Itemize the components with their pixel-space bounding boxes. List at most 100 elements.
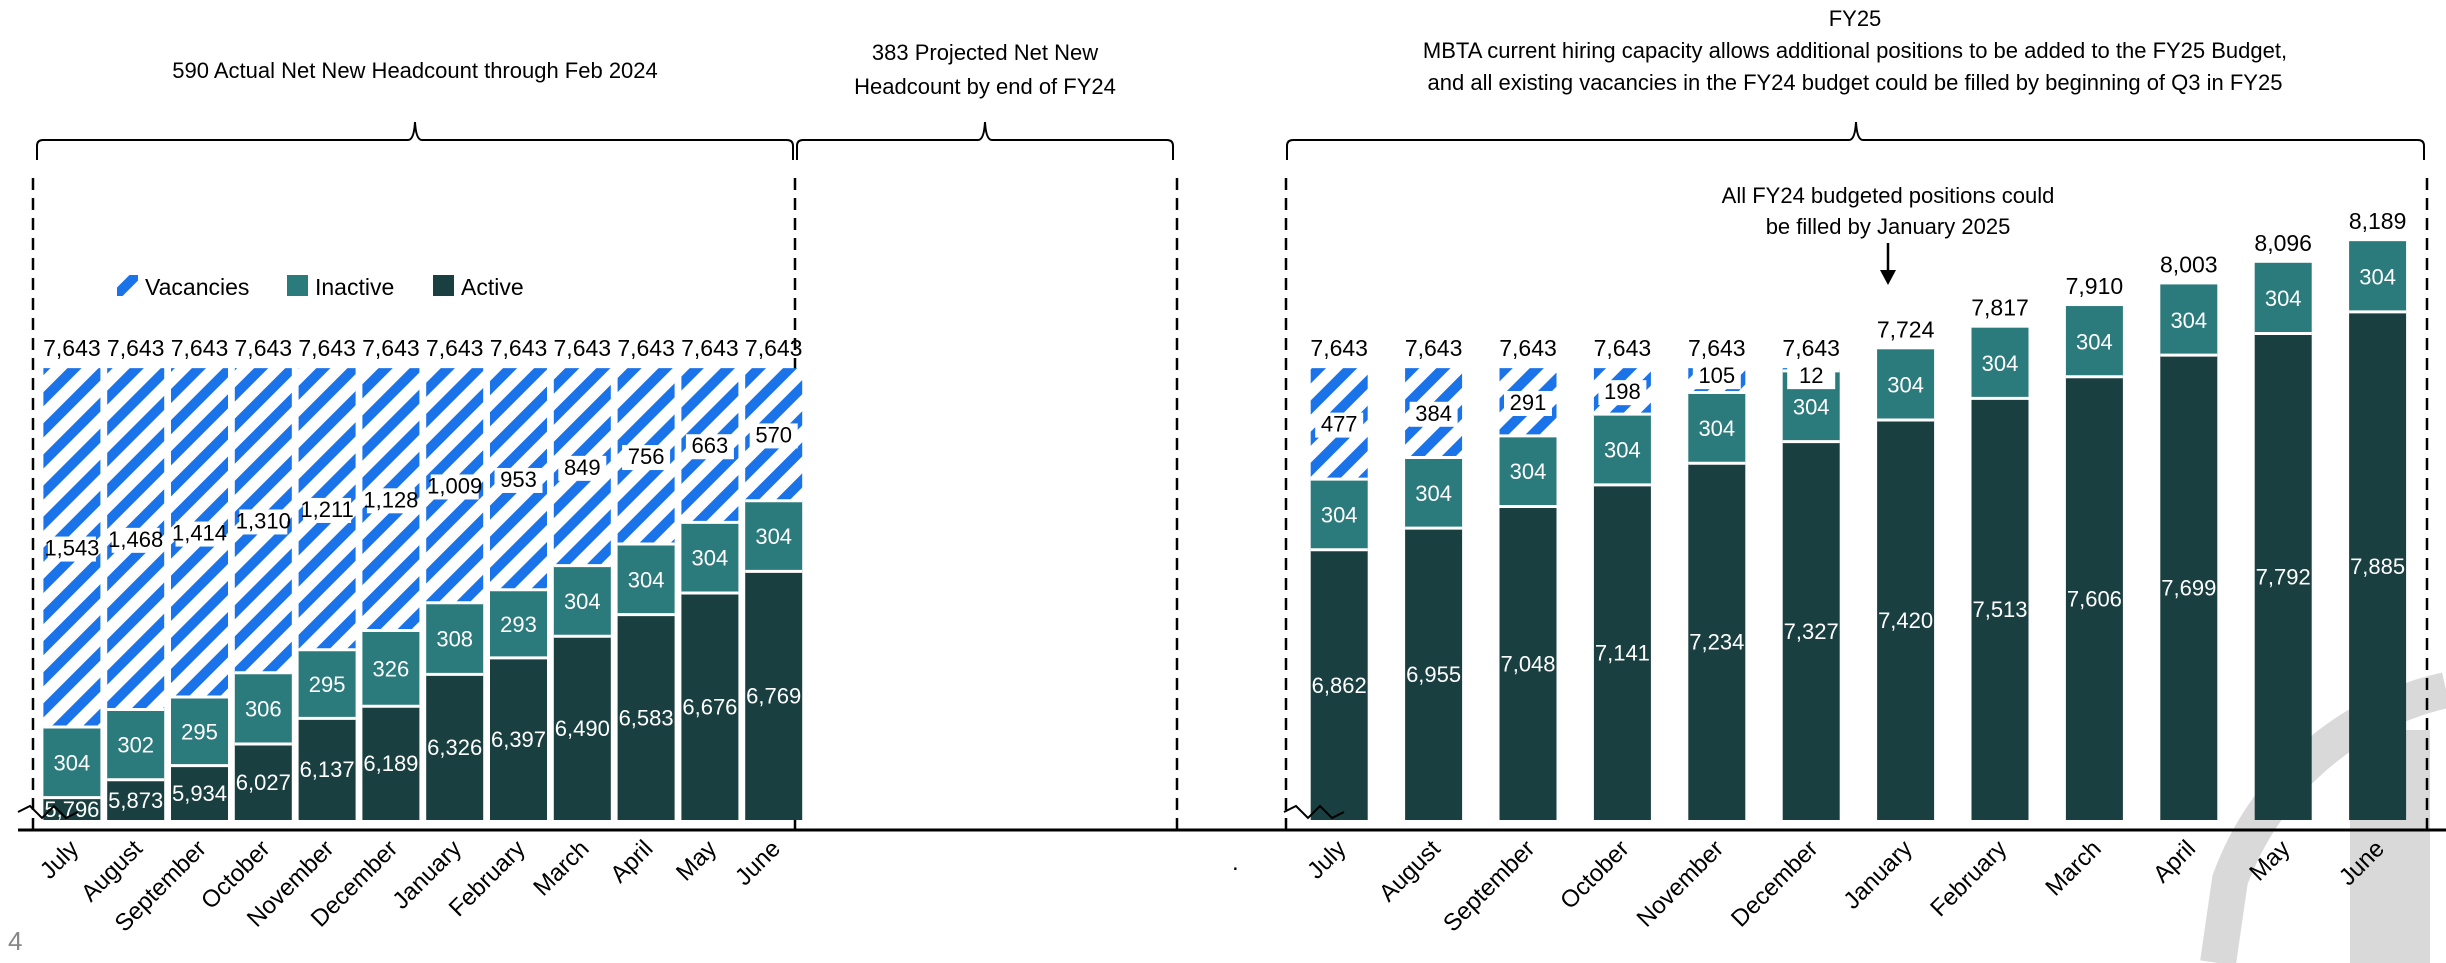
bar-active-fy24-september [171, 765, 228, 820]
label-inactive-fy24-april: 304 [628, 567, 665, 592]
label-inactive-fy24-february: 293 [500, 612, 537, 637]
legend-inactive: Inactive [315, 274, 394, 300]
label-bg-vacancy-fy24-december [366, 488, 415, 514]
bar-active-fy25-january [1877, 420, 1935, 820]
label-inactive-fy25-october: 304 [1604, 438, 1641, 463]
month-label-fy24-july: July [35, 835, 84, 884]
header-fy25-line1: MBTA current hiring capacity allows addi… [1423, 38, 2287, 63]
month-label-fy25-november: November [1632, 835, 1729, 932]
header-actual: 590 Actual Net New Headcount through Feb… [172, 58, 658, 83]
label-active-fy24-january: 6,326 [427, 735, 482, 760]
label-bg-vacancy-fy24-july [47, 536, 96, 562]
bar-inactive-fy25-january [1877, 349, 1935, 420]
label-active-fy25-september: 7,048 [1500, 651, 1555, 676]
label-active-fy24-february: 6,397 [491, 727, 546, 752]
label-total-fy24-november: 7,643 [298, 335, 356, 361]
bar-active-fy24-november [298, 718, 356, 820]
label-inactive-fy25-february: 304 [1982, 351, 2019, 376]
label-active-fy25-february: 7,513 [1972, 597, 2027, 622]
bar-active-fy24-april [617, 614, 675, 820]
label-bg-vacancy-fy25-december [1787, 364, 1836, 390]
label-bg-vacancy-fy25-september [1504, 390, 1552, 416]
label-active-fy24-september: 5,934 [172, 781, 227, 806]
legend-vacancies: Vacancies [145, 274, 249, 300]
month-label-fy25-january: January [1838, 835, 1917, 914]
label-inactive-fy24-november: 295 [309, 672, 346, 697]
legend-swatch-active [433, 275, 454, 296]
legend-swatch-inactive [287, 275, 308, 296]
label-vacancy-fy24-may: 663 [692, 433, 729, 458]
month-label-fy25-april: April [2148, 835, 2201, 888]
label-total-fy24-december: 7,643 [362, 335, 420, 361]
legend-active: Active [461, 274, 524, 300]
label-total-fy24-july: 7,643 [43, 335, 101, 361]
month-label-fy24-march: March [528, 835, 594, 901]
label-active-fy24-august: 5,873 [108, 788, 163, 813]
bar-active-fy24-december [362, 706, 420, 820]
bar-inactive-fy24-february [490, 589, 547, 658]
page-number: 4 [8, 926, 22, 956]
month-label-fy24-april: April [605, 835, 658, 888]
label-inactive-fy25-december: 304 [1793, 394, 1830, 419]
label-active-fy24-april: 6,583 [619, 705, 674, 730]
label-active-fy24-march: 6,490 [555, 716, 610, 741]
label-active-fy25-october: 7,141 [1595, 640, 1650, 665]
label-active-fy25-december: 7,327 [1784, 619, 1839, 644]
label-bg-vacancy-fy24-october [239, 509, 288, 535]
label-active-fy25-march: 7,606 [2067, 586, 2122, 611]
header-fy25-line2: and all existing vacancies in the FY24 b… [1428, 70, 2283, 95]
label-inactive-fy24-march: 304 [564, 589, 601, 614]
bars: 5,796 304 1,543 7,643 July 5,873 302 1,468 7,643… [35, 208, 2407, 937]
label-active-fy25-november: 7,234 [1689, 630, 1744, 655]
bar-inactive-fy25-may [2254, 262, 2312, 334]
label-bg-vacancy-fy25-august [1409, 401, 1458, 427]
label-total-fy24-june: 7,643 [745, 335, 803, 361]
label-bg-vacancy-fy24-june [749, 423, 798, 449]
month-label-fy25-july: July [1302, 835, 1351, 884]
label-bg-vacancy-fy25-november [1692, 364, 1741, 390]
bar-active-fy25-october [1593, 484, 1651, 820]
label-total-fy25-november: 7,643 [1688, 335, 1746, 361]
label-total-fy25-march: 7,910 [2066, 273, 2124, 299]
bar-active-fy24-march [553, 636, 611, 820]
bar-inactive-fy24-september [171, 696, 228, 766]
label-vacancy-fy24-december: 1,128 [363, 487, 418, 512]
label-bg-vacancy-fy24-august [111, 527, 160, 553]
label-bg-vacancy-fy24-may [685, 434, 734, 460]
month-label-fy24-june: June [730, 835, 786, 891]
month-label-fy24-may: May [671, 835, 722, 886]
label-total-fy25-february: 7,817 [1971, 295, 2029, 321]
bar-inactive-fy24-march [553, 565, 611, 637]
braces [36, 121, 2425, 160]
bar-active-fy24-january [426, 674, 484, 820]
brace-actual [36, 121, 794, 160]
bar-active-fy25-september [1499, 506, 1557, 820]
month-label-fy25-october: October [1555, 835, 1634, 914]
bar-active-fy25-march [2065, 376, 2123, 820]
bar-active-fy25-june [2349, 311, 2407, 820]
month-label-fy25-march: March [2040, 835, 2106, 901]
month-label-fy25-august: August [1374, 835, 1446, 907]
label-bg-vacancy-fy24-september [175, 521, 224, 547]
axis-break-left [17, 804, 79, 820]
legend-swatch-vacancies [117, 275, 138, 296]
label-total-fy25-may: 8,096 [2254, 230, 2312, 256]
header-fy25-title: FY25 [1829, 6, 1882, 31]
bar-inactive-fy25-august [1405, 457, 1463, 529]
label-total-fy24-september: 7,643 [171, 335, 229, 361]
bar-active-fy25-april [2160, 355, 2218, 820]
annotation-line2: be filled by January 2025 [1766, 214, 2011, 239]
label-bg-vacancy-fy24-march [558, 455, 607, 481]
label-active-fy24-december: 6,189 [363, 751, 418, 776]
label-inactive-fy25-november: 304 [1698, 416, 1735, 441]
bar-inactive-fy24-april [617, 543, 675, 615]
label-total-fy24-january: 7,643 [426, 335, 484, 361]
label-total-fy24-october: 7,643 [235, 335, 293, 361]
label-vacancy-fy24-september: 1,414 [172, 521, 227, 546]
bar-inactive-fy25-june [2349, 241, 2407, 312]
label-active-fy25-july: 6,862 [1312, 673, 1367, 698]
watermark-logo [2200, 672, 2446, 963]
bar-inactive-fy24-june [745, 500, 803, 572]
label-bg-vacancy-fy24-april [622, 445, 671, 471]
label-active-fy24-may: 6,676 [682, 695, 737, 720]
